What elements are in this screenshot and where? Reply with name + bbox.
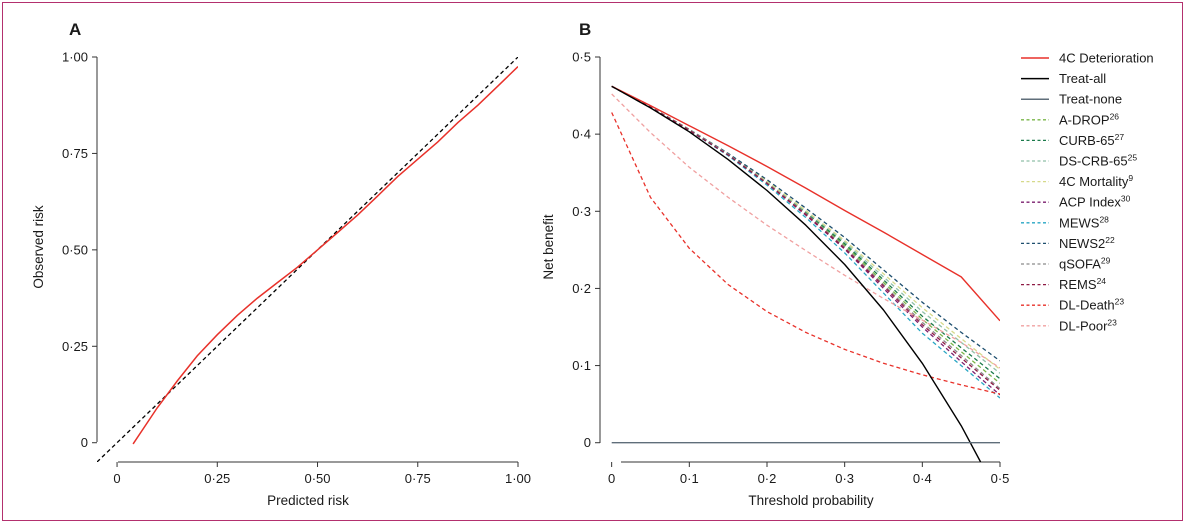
legend-name: ACP Index (1059, 195, 1121, 210)
legend-superscript: 25 (1128, 153, 1138, 163)
legend-name: DL-Poor (1059, 318, 1108, 333)
legend-name: DL-Death (1059, 298, 1115, 313)
panel-b-y-tick-label: 0·4 (572, 127, 591, 142)
panel-a-y-tick-label: 0·25 (62, 339, 88, 354)
legend-label-dl-poor: DL-Poor23 (1059, 317, 1117, 333)
panel-a-x-tick-label: 0·50 (305, 471, 331, 486)
legend-name: A-DROP (1059, 112, 1110, 127)
legend-name: 4C Mortality (1059, 174, 1129, 189)
legend-superscript: 26 (1110, 111, 1120, 121)
legend-superscript: 23 (1107, 317, 1117, 327)
legend-label-mews: MEWS28 (1059, 214, 1109, 230)
panel-b-x-tick-label: 0·3 (835, 471, 854, 486)
legend-label-treat-none: Treat-none (1059, 92, 1122, 107)
legend-label-a-drop: A-DROP26 (1059, 111, 1119, 127)
legend-label-news2: NEWS222 (1059, 235, 1115, 251)
panel-a-y-tick-label: 0·50 (62, 242, 88, 257)
panel-a-y-tick-label: 1·00 (62, 50, 88, 65)
legend-name: qSOFA (1059, 257, 1101, 272)
panel-a-x-tick-label: 0·25 (204, 471, 230, 486)
panel-a-y-tick-label: 0 (81, 435, 88, 450)
legend-label-ds-crb-65: DS-CRB-6525 (1059, 153, 1137, 169)
legend-label-qsofa: qSOFA29 (1059, 256, 1111, 272)
panel-b-y-tick-label: 0·5 (572, 50, 591, 65)
series-line-a-drop (611, 85, 1000, 384)
legend-name: Treat-all (1059, 71, 1106, 86)
legend-name: MEWS (1059, 215, 1100, 230)
panel-a-x-ticks: 0 0·25 0·50 0·75 1·00 (113, 462, 531, 486)
series-line-news2 (611, 85, 1000, 362)
legend-superscript: 27 (1115, 132, 1125, 142)
panel-a-x-tick-label: 1·00 (505, 471, 531, 486)
legend-superscript: 28 (1099, 214, 1109, 224)
panel-a-y-axis-title: Observed risk (31, 205, 46, 289)
series-line-qsofa (611, 85, 1000, 390)
legend-label-4c-mortality: 4C Mortality9 (1059, 173, 1133, 189)
panel-a-x-axis-title: Predicted risk (267, 493, 349, 508)
panel-a-y-ticks: 0 0·25 0·50 0·75 1·00 (62, 50, 97, 450)
panel-b-x-axis-title: Threshold probability (748, 493, 874, 508)
panel-b-x-tick-label: 0·1 (680, 471, 699, 486)
legend-label-treat-all: Treat-all (1059, 71, 1106, 86)
panel-b-y-ticks: 0 0·1 0·2 0·3 0·4 0·5 (572, 50, 600, 450)
series-line-dl-death (611, 112, 1000, 395)
panel-b-y-tick-label: 0·3 (572, 204, 591, 219)
panel-a-x-tick-label: 0·75 (405, 471, 431, 486)
series-line-4c-deterioration (611, 85, 1000, 322)
panel-b-x-tick-label: 0 (608, 471, 615, 486)
panel-b-lines (611, 85, 1000, 462)
panel-a-reference-line (97, 57, 518, 462)
legend-superscript: 29 (1101, 256, 1111, 266)
legend-superscript: 22 (1105, 235, 1115, 245)
legend-name: CURB-65 (1059, 133, 1115, 148)
series-line-ds-crb-65 (611, 85, 1000, 374)
panel-b-letter: B (579, 20, 591, 39)
legend-label-curb-65: CURB-6527 (1059, 132, 1124, 148)
legend-label-4c-deterioration: 4C Deterioration (1059, 51, 1154, 66)
legend-name: Treat-none (1059, 92, 1122, 107)
panel-b-legend: 4C Deterioration Treat-all Treat-none A-DRO… (1021, 51, 1154, 333)
legend-name: DS-CRB-65 (1059, 154, 1128, 169)
legend-label-acp-index: ACP Index30 (1059, 194, 1131, 210)
panel-a-letter: A (69, 20, 81, 39)
series-line-dl-poor (611, 93, 1000, 369)
panel-b-x-ticks: 0 0·1 0·2 0·3 0·4 0·5 (608, 462, 1009, 486)
panel-b-y-axis-title: Net benefit (541, 214, 556, 280)
panel-b-y-tick-label: 0·1 (572, 358, 591, 373)
series-line-rems (611, 85, 1000, 391)
figure-svg: A Predicted risk Observed risk 0 0·25 0·50… (31, 20, 1154, 508)
legend-label-rems: REMS24 (1059, 276, 1106, 292)
legend-superscript: 24 (1097, 276, 1107, 286)
panel-a-lines (97, 57, 518, 462)
legend-superscript: 30 (1121, 194, 1131, 204)
panel-b-decision-curve: B Threshold probability Net benefit 0 0·1… (541, 20, 1154, 508)
panel-a-y-tick-label: 0·75 (62, 146, 88, 161)
series-line-mews (611, 85, 1000, 399)
series-line-treat-all (611, 85, 982, 462)
legend-name: REMS (1059, 277, 1097, 292)
panel-b-x-tick-label: 0·4 (913, 471, 932, 486)
panel-b-x-tick-label: 0·2 (758, 471, 777, 486)
panel-b-y-tick-label: 0 (584, 435, 591, 450)
legend-superscript: 23 (1115, 297, 1125, 307)
legend-label-dl-death: DL-Death23 (1059, 297, 1124, 313)
panel-b-x-tick-label: 0·5 (991, 471, 1010, 486)
panel-a-calibration-curve (132, 66, 518, 445)
panel-a-x-tick-label: 0 (113, 471, 120, 486)
panel-b-y-tick-label: 0·2 (572, 281, 591, 296)
panel-a-calibration-plot: A Predicted risk Observed risk 0 0·25 0·50… (31, 20, 531, 508)
legend-name: NEWS2 (1059, 236, 1105, 251)
legend-name: 4C Deterioration (1059, 51, 1154, 66)
legend-superscript: 9 (1128, 173, 1133, 183)
